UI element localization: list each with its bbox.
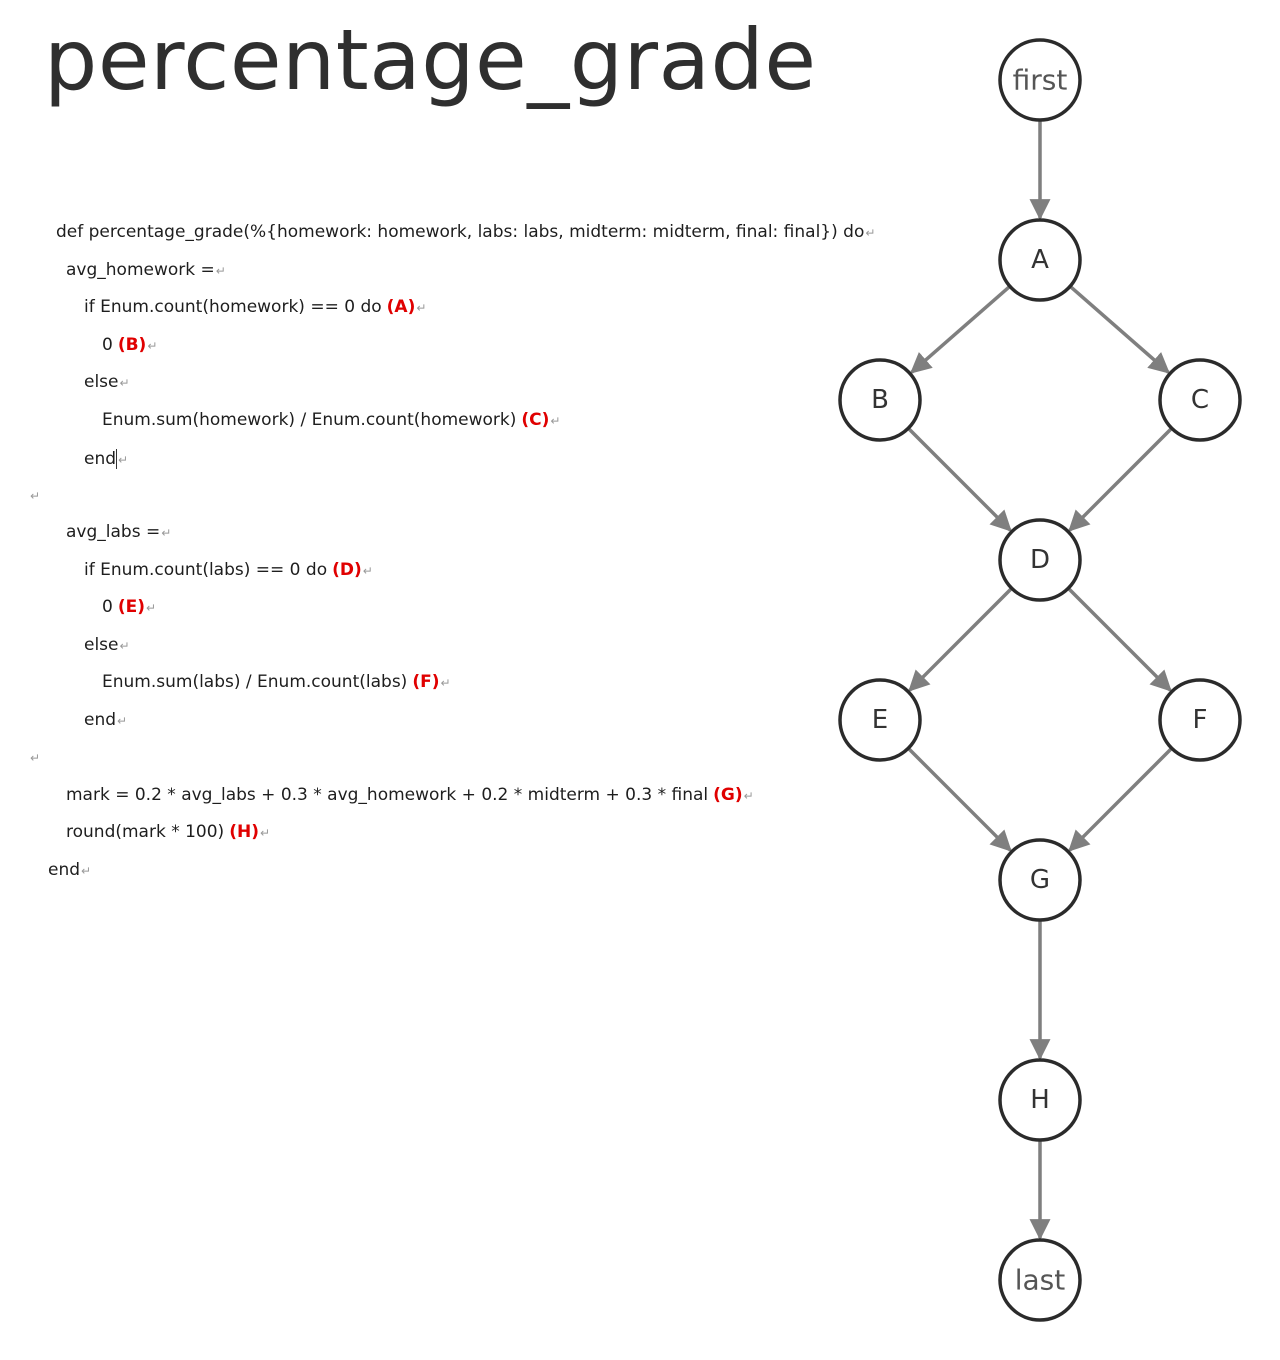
- text-cursor: [116, 449, 118, 469]
- node-label-H: H: [1030, 1085, 1050, 1115]
- code-line-8: avg_labs =↵: [66, 522, 172, 542]
- tag-a: (A): [386, 297, 416, 317]
- node-G: G: [998, 838, 1082, 922]
- node-circle-F: [1158, 678, 1242, 762]
- node-label-C: C: [1191, 385, 1209, 415]
- code-line-2: avg_homework =↵: [66, 260, 226, 280]
- node-circle-A: [998, 218, 1082, 302]
- tag-f: (F): [412, 672, 440, 692]
- code-line-4: 0 (B)↵: [102, 335, 158, 355]
- code-line-3: if Enum.count(homework) == 0 do (A)↵: [84, 297, 427, 317]
- node-label-A: A: [1031, 245, 1049, 275]
- node-label-first: first: [1013, 64, 1068, 97]
- empty-line-mark-1: ↵: [30, 489, 41, 503]
- edge-A-to-C: [1068, 285, 1170, 374]
- edge-D-to-F: [1067, 587, 1172, 692]
- node-label-D: D: [1030, 545, 1050, 575]
- node-first: first: [998, 38, 1082, 122]
- node-A: A: [998, 218, 1082, 302]
- node-label-G: G: [1030, 865, 1050, 895]
- code-line-9: if Enum.count(labs) == 0 do (D)↵: [84, 560, 373, 580]
- node-last: last: [998, 1238, 1082, 1322]
- code-line-13: end↵: [84, 710, 128, 730]
- tag-d: (D): [332, 560, 362, 580]
- node-D: D: [998, 518, 1082, 602]
- node-H: H: [998, 1058, 1082, 1142]
- tag-g: (G): [713, 785, 743, 805]
- edge-F-to-G: [1068, 747, 1173, 852]
- node-label-B: B: [871, 385, 889, 415]
- edge-E-to-G: [907, 747, 1012, 852]
- page-title: percentage_grade: [44, 11, 817, 109]
- code-line-1: def percentage_grade(%{homework: homewor…: [56, 222, 876, 242]
- code-line-10: 0 (E)↵: [102, 597, 157, 617]
- node-label-F: F: [1193, 705, 1208, 735]
- edge-D-to-E: [908, 587, 1013, 692]
- edge-B-to-D: [907, 427, 1012, 532]
- node-circle-E: [838, 678, 922, 762]
- node-circle-D: [998, 518, 1082, 602]
- node-E: E: [838, 678, 922, 762]
- code-line-15: round(mark * 100) (H)↵: [66, 822, 271, 842]
- code-line-7: end ↵: [84, 449, 129, 469]
- edge-C-to-D: [1068, 427, 1173, 532]
- tag-h: (H): [229, 822, 259, 842]
- code-line-5: else↵: [84, 372, 130, 392]
- node-circle-last: [998, 1238, 1082, 1322]
- code-line-12: Enum.sum(labs) / Enum.count(labs) (F)↵: [102, 672, 451, 692]
- node-label-E: E: [872, 705, 888, 735]
- code-block[interactable]: def percentage_grade(%{homework: homewor…: [0, 0, 875, 900]
- code-line-14: mark = 0.2 * avg_labs + 0.3 * avg_homewo…: [66, 785, 754, 805]
- node-label-last: last: [1015, 1264, 1066, 1297]
- node-circle-H: [998, 1058, 1082, 1142]
- code-line-16: end↵: [48, 860, 92, 880]
- edge-A-to-B: [910, 285, 1012, 374]
- node-circle-B: [838, 358, 922, 442]
- node-B: B: [838, 358, 922, 442]
- code-line-11: else↵: [84, 635, 130, 655]
- code-line-6: Enum.sum(homework) / Enum.count(homework…: [102, 410, 561, 430]
- node-C: C: [1158, 358, 1242, 442]
- empty-line-mark-2: ↵: [30, 751, 41, 765]
- node-circle-G: [998, 838, 1082, 922]
- tag-e: (E): [117, 597, 145, 617]
- node-circle-C: [1158, 358, 1242, 442]
- node-circle-first: [998, 38, 1082, 122]
- tag-c: (C): [521, 410, 550, 430]
- tag-b: (B): [117, 335, 147, 355]
- node-F: F: [1158, 678, 1242, 762]
